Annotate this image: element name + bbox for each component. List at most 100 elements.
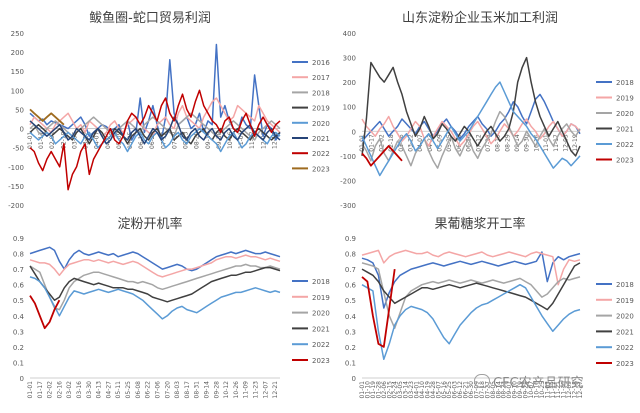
x-tick-label: 06-03 (452, 381, 459, 399)
x-tick-label: 12-03 (562, 134, 569, 152)
x-tick-label: 12-18 (572, 381, 579, 399)
legend-label: 2022 (616, 141, 634, 149)
series-line-2018 (29, 246, 281, 272)
x-tick-label: 11-17 (553, 134, 560, 152)
legend-label: 2019 (616, 95, 634, 103)
y-tick-label: 0.6 (345, 282, 357, 290)
legend-label: 2022 (616, 344, 634, 352)
x-tick-label: 01-01 (27, 131, 34, 149)
series-line-2019 (29, 254, 281, 278)
x-tick-label: 02-18 (388, 134, 395, 152)
x-tick-label: 05-25 (446, 134, 453, 152)
x-tick-label: 04-13 (96, 381, 103, 399)
x-tick-label: 08-31 (194, 381, 201, 399)
x-tick-label: 08-29 (194, 131, 201, 149)
x-tick-label: 09-01 (506, 381, 513, 399)
y-tick-label: -50 (13, 145, 24, 153)
y-tick-label: -300 (340, 202, 356, 210)
y-tick-label: -200 (340, 177, 356, 185)
y-tick-label: 400 (343, 30, 356, 38)
x-tick-label: 11-12 (550, 381, 557, 399)
x-tick-label: 12-21 (272, 381, 279, 399)
y-tick-label: 0 (352, 375, 356, 383)
x-tick-label: 03-22 (83, 131, 90, 149)
x-tick-label: 03-06 (71, 131, 78, 149)
y-tick-label: 0.7 (345, 266, 356, 274)
wechat-icon (474, 374, 490, 388)
y-tick-label: 0.2 (13, 344, 24, 352)
y-tick-label: 0.7 (13, 266, 24, 274)
legend-label: 2020 (312, 120, 330, 128)
chart-title: 鲅鱼圈-蛇口贸易利润 (89, 10, 211, 26)
x-tick-label: 12-07 (262, 381, 269, 399)
legend-label: 2019 (616, 297, 634, 305)
legend-label: 2021 (312, 135, 330, 143)
series-line-2021 (29, 265, 281, 303)
x-tick-label: 05-07 (435, 381, 442, 399)
y-tick-label: 0.2 (345, 344, 356, 352)
watermark: CFC农产品研究 (474, 372, 584, 391)
y-tick-label: 100 (11, 87, 24, 95)
x-tick-label: 07-09 (473, 381, 480, 399)
chart-panel-4: 果葡糖浆开工率 0 0.1 0.2 0.3 0.4 0.5 0.6 0.7 0.8 0.9 01-01… (345, 216, 634, 398)
x-tick-label: 09-28 (213, 381, 220, 399)
x-tick-label: 02-16 (56, 381, 63, 399)
x-tick-label: 03-02 (66, 381, 73, 399)
x-tick-label: 08-23 (501, 381, 508, 399)
y-tick-label: 0.8 (13, 251, 24, 259)
x-tick-label: 01-17 (38, 131, 45, 149)
x-tick-label: 04-07 (94, 131, 101, 149)
x-tick-label: 08-13 (495, 134, 502, 152)
series-line-2021 (361, 56, 581, 157)
y-tick-label: 0.5 (345, 297, 356, 305)
x-tick-label: 05-16 (441, 381, 448, 399)
y-tick-label: 0 (20, 375, 24, 383)
x-tick-label: 02-06 (381, 381, 388, 399)
series-line-2023 (361, 145, 403, 167)
legend-label: 2021 (616, 126, 634, 134)
x-tick-label: 08-03 (174, 381, 181, 399)
x-tick-label: 03-06 (398, 134, 405, 152)
y-tick-label: 0.5 (13, 297, 24, 305)
x-tick-label: 07-20 (164, 381, 171, 399)
x-tick-label: 08-17 (184, 381, 191, 399)
chart-panel-1: 鲅鱼圈-蛇口贸易利润 -200 -150 -100 -50 0 50 100 150 200 250… (8, 10, 330, 210)
x-tick-label: 11-17 (249, 131, 256, 149)
x-tick-label: 01-17 (369, 134, 376, 152)
x-tick-label: 01-10 (364, 381, 371, 399)
chart-title: 淀粉开机率 (117, 216, 182, 232)
legend-label: 2019 (312, 105, 330, 113)
x-tick-label: 07-12 (160, 131, 167, 149)
x-tick-label: 08-29 (504, 134, 511, 152)
x-tick-label: 07-18 (479, 381, 486, 399)
y-tick-label: 0.3 (345, 328, 356, 336)
x-tick-label: 03-23 (408, 381, 415, 399)
y-tick-label: 100 (343, 104, 356, 112)
watermark-text: CFC农产品研究 (493, 376, 584, 391)
x-tick-label: 09-10 (512, 381, 519, 399)
legend-label: 2018 (312, 89, 330, 97)
series-line-2023 (29, 295, 61, 330)
legend-label: 2020 (616, 110, 634, 118)
x-tick-label: 09-28 (523, 381, 530, 399)
series-line-2021 (29, 116, 281, 145)
y-tick-label: 300 (343, 55, 356, 63)
x-tick-label: 10-26 (233, 381, 240, 399)
series-line-2022 (29, 89, 281, 191)
x-tick-label: 09-14 (203, 381, 210, 399)
x-tick-label: 10-16 (227, 131, 234, 149)
legend-label: 2019 (312, 294, 330, 302)
y-tick-label: -150 (8, 183, 24, 191)
series-line-2018 (361, 251, 581, 309)
y-tick-label: 50 (15, 106, 24, 114)
y-tick-label: 0 (20, 126, 24, 134)
x-tick-label: 09-30 (524, 134, 531, 152)
legend-label: 2018 (616, 281, 634, 289)
x-tick-label: 10-07 (528, 381, 535, 399)
x-tick-label: 02-15 (386, 381, 393, 399)
series-line-2020 (29, 263, 281, 311)
legend-label: 2021 (312, 325, 330, 333)
y-tick-label: 200 (11, 49, 24, 57)
series-line-2019 (361, 249, 581, 286)
series-line-2016 (29, 43, 281, 141)
